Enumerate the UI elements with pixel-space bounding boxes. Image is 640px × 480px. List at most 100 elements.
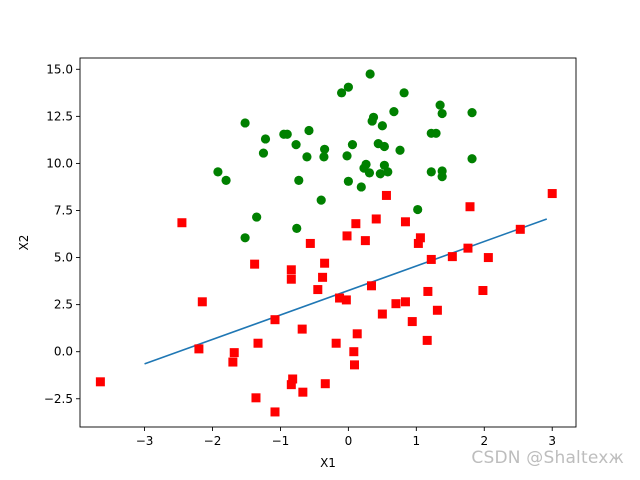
class0-point [341, 295, 351, 305]
class0-point [286, 274, 296, 284]
x-tick-label: 2 [480, 434, 488, 448]
class1-point [282, 129, 292, 139]
class1-point [342, 151, 352, 161]
class0-point [253, 338, 263, 348]
x-axis-ticks: −3 −2 −1 0 1 2 3 [136, 427, 556, 448]
class0-point [371, 214, 381, 224]
class0-point [331, 338, 341, 348]
class1-point [379, 141, 389, 152]
class0-point [320, 379, 330, 389]
y-axis-ticks: −2.5 0.0 2.5 5.0 7.5 10.0 12.5 15.0 [44, 62, 80, 406]
plot-area [80, 58, 576, 427]
x-tick-label: 3 [548, 434, 556, 448]
class0-point [286, 265, 296, 275]
class1-point [467, 107, 477, 118]
class0-point [197, 297, 207, 307]
class1-point [365, 69, 375, 79]
watermark-text: CSDN @Shaltexж [471, 448, 624, 468]
y-axis-label: X2 [17, 235, 31, 251]
y-tick-label: 2.5 [54, 298, 73, 312]
x-tick-label: −1 [272, 434, 290, 448]
class0-point [547, 189, 557, 199]
class1-point [320, 144, 330, 154]
class1-point [221, 175, 231, 185]
y-tick-label: 10.0 [46, 156, 73, 170]
class0-point [305, 238, 315, 248]
class0-point [360, 236, 370, 246]
decision-boundary-line [144, 218, 548, 365]
plot-frame [79, 57, 577, 428]
class1-point [213, 167, 223, 177]
class1-point [319, 152, 329, 162]
class0-point [288, 374, 298, 384]
class0-point [407, 317, 417, 327]
class1-point [302, 152, 312, 162]
class0-point [352, 329, 362, 339]
class0-point [483, 253, 493, 263]
class0-point [229, 348, 239, 358]
class1-point [367, 116, 377, 126]
class1-point [292, 223, 302, 233]
class0-point [423, 286, 433, 296]
class1-point [437, 108, 447, 119]
class1-point [347, 140, 358, 150]
class1-point [431, 128, 441, 138]
class0-point [342, 231, 352, 241]
class1-point [364, 168, 375, 178]
class0-point [415, 233, 425, 243]
y-tick-label: 7.5 [54, 203, 73, 217]
class0-point [463, 243, 473, 253]
class1-point [252, 212, 262, 222]
class0-point [335, 293, 345, 303]
class0-point [447, 252, 457, 262]
class0-point [228, 357, 238, 367]
class1-point [435, 100, 445, 110]
class1-point [336, 88, 347, 98]
class1-point [426, 167, 436, 177]
class0-point [381, 190, 391, 200]
decision-boundary-layer [144, 218, 548, 365]
class0-point [351, 219, 361, 229]
class1-point [389, 107, 399, 117]
class0-point [270, 315, 280, 325]
class0-point [400, 297, 410, 307]
class0-point [320, 258, 330, 268]
class0-point [366, 281, 376, 291]
class0-point [478, 286, 488, 296]
class0-point [177, 218, 187, 228]
class0-point [426, 254, 436, 264]
class0-point [298, 387, 308, 397]
class0-point [297, 324, 307, 334]
class1-point [383, 167, 393, 177]
class0-point [318, 272, 328, 282]
y-tick-label: 12.5 [46, 109, 73, 123]
x-tick-label: 0 [345, 434, 353, 448]
class1-point [240, 233, 250, 243]
class1-point [240, 118, 250, 128]
class1-point [291, 140, 301, 150]
data-points-layer [95, 69, 557, 417]
class1-point [294, 175, 304, 185]
class1-point [304, 125, 314, 136]
y-tick-label: 0.0 [54, 345, 73, 359]
y-tick-label: 5.0 [54, 251, 73, 265]
class1-point [395, 145, 405, 155]
class0-point [95, 377, 105, 387]
class0-point [250, 259, 260, 269]
class0-point [377, 309, 387, 319]
class1-point [343, 176, 353, 186]
y-tick-label: −2.5 [44, 392, 73, 406]
x-tick-label: 1 [413, 434, 421, 448]
class0-point [251, 393, 261, 403]
class1-point [399, 88, 409, 98]
class1-point [258, 148, 269, 158]
class0-point [349, 360, 359, 370]
class0-point [413, 238, 423, 248]
class0-point [349, 347, 359, 357]
class0-point [391, 299, 401, 309]
class0-point [286, 380, 296, 390]
class0-point [515, 224, 525, 234]
class0-point [422, 335, 432, 345]
class0-point [313, 285, 323, 295]
